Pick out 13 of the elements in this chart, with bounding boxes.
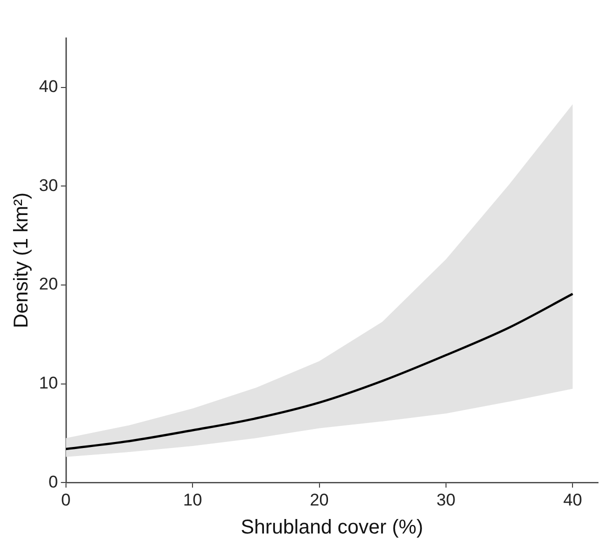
line-series <box>66 292 574 450</box>
x-tick-label: 40 <box>563 490 582 510</box>
y-tick-label: 10 <box>38 373 58 392</box>
x-tick-label: 20 <box>310 490 329 510</box>
y-tick-label: 30 <box>38 176 58 195</box>
y-tick-label: 40 <box>38 77 58 96</box>
x-tick-label: 30 <box>436 490 456 510</box>
y-tick-label: 20 <box>38 274 58 294</box>
y-axis-title: Density (1 km²) <box>10 192 33 328</box>
y-tick-label: 0 <box>48 472 58 492</box>
x-tick-label: 0 <box>61 490 71 510</box>
x-axis-title: Shrubland cover (%) <box>240 516 424 539</box>
x-tick-label: 10 <box>183 490 202 510</box>
